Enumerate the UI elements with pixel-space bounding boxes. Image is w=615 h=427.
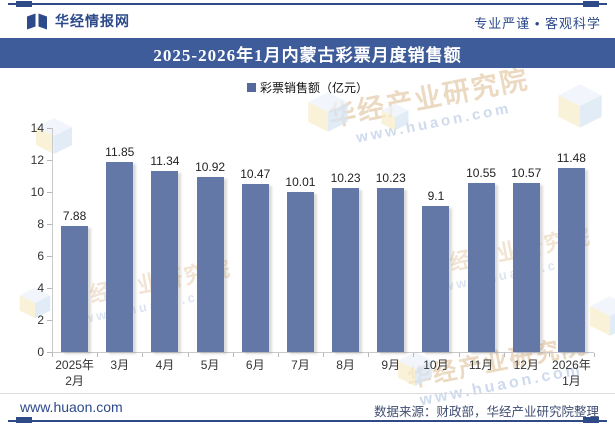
- y-axis-label: 10: [30, 185, 44, 199]
- x-axis-line: [52, 352, 594, 353]
- bar: [422, 206, 450, 352]
- y-axis-label: 4: [37, 281, 44, 295]
- bar-value-label: 10.92: [195, 160, 226, 175]
- bar-value-label: 10.47: [240, 167, 271, 182]
- x-axis-label: 4月: [155, 358, 175, 372]
- bar: [61, 225, 89, 352]
- x-axis-tick: [594, 353, 595, 357]
- bar: [377, 188, 405, 352]
- x-axis-label: 9月: [381, 358, 401, 372]
- x-axis-label: 2025年 2月: [55, 358, 94, 389]
- bar-value-label: 11.34: [150, 153, 180, 168]
- legend: 彩票销售额（亿元）: [0, 79, 615, 96]
- cube-watermark-icon: [381, 103, 409, 131]
- bar: [241, 184, 269, 352]
- x-axis-label: 7月: [291, 358, 310, 372]
- y-axis-tick: [47, 128, 52, 129]
- bar-value-label: 9.1: [427, 189, 445, 204]
- bar-value-label: 10.23: [330, 171, 361, 186]
- top-border-block-left: [16, 1, 32, 7]
- x-axis-label: 5月: [200, 358, 220, 372]
- x-axis-label: 11月: [468, 358, 494, 372]
- x-axis-label: 3月: [110, 358, 130, 372]
- x-axis-tick: [458, 353, 460, 357]
- y-axis-tick: [47, 320, 52, 321]
- top-border-block-right: [583, 1, 599, 7]
- x-axis-tick: [142, 353, 144, 357]
- bar: [106, 162, 134, 352]
- footer-site-link[interactable]: www.huaon.com: [20, 399, 123, 415]
- bar: [151, 170, 179, 352]
- bar-value-label: 10.01: [285, 174, 316, 189]
- y-axis-tick: [47, 160, 52, 161]
- footer-separator: [0, 393, 615, 394]
- x-axis-tick: [413, 353, 415, 357]
- y-axis-label: 14: [30, 121, 44, 135]
- y-axis-tick: [47, 256, 52, 257]
- bottom-border-line: [8, 420, 607, 422]
- x-axis-tick: [97, 353, 99, 357]
- x-axis-label: 8月: [336, 358, 355, 372]
- x-axis-tick: [368, 353, 370, 357]
- bar-value-label: 7.88: [62, 208, 87, 223]
- y-axis-label: 6: [37, 249, 44, 263]
- x-axis-tick: [503, 353, 505, 357]
- y-axis-tick: [47, 352, 52, 353]
- x-axis-tick: [52, 353, 53, 357]
- chart-title-bar: 2025-2026年1月内蒙古彩票月度销售额: [0, 38, 615, 68]
- y-axis-line: [52, 128, 53, 352]
- bar: [512, 182, 540, 352]
- y-axis-label: 0: [37, 345, 44, 359]
- bar: [557, 168, 585, 352]
- bar-value-label: 10.57: [511, 165, 542, 180]
- y-axis-tick: [47, 192, 52, 193]
- brand: 华经情报网: [26, 11, 130, 31]
- bar-value-label: 11.48: [556, 151, 586, 166]
- x-axis-label: 10月: [423, 358, 449, 372]
- cube-watermark-icon: [308, 92, 348, 132]
- y-axis-label: 2: [37, 313, 44, 327]
- footer-source: 数据来源：财政部，华经产业研究院整理: [373, 405, 599, 419]
- x-axis-tick: [232, 353, 234, 357]
- x-axis-tick: [548, 353, 550, 357]
- y-axis-label: 12: [30, 153, 44, 167]
- x-axis-label: 6月: [245, 358, 265, 372]
- x-axis-tick: [277, 353, 279, 357]
- cube-watermark-icon: [590, 296, 615, 336]
- y-axis-label: 8: [37, 217, 44, 231]
- y-axis-tick: [47, 288, 52, 289]
- x-axis-tick: [323, 353, 324, 357]
- y-axis-tick: [47, 224, 52, 225]
- brand-name: 华经情报网: [55, 13, 130, 29]
- bottom-border-block-right: [583, 417, 599, 423]
- bar-value-label: 11.85: [105, 145, 135, 160]
- x-axis-tick: [187, 353, 189, 357]
- bar: [286, 191, 314, 352]
- bottom-border-block-left: [16, 417, 32, 423]
- bar: [467, 183, 495, 352]
- huajing-logo-icon: [27, 13, 47, 29]
- bar-value-label: 10.23: [375, 171, 406, 186]
- chart-title: 2025-2026年1月内蒙古彩票月度销售额: [153, 45, 462, 65]
- x-axis-label: 2026年 1月: [552, 358, 591, 389]
- bar: [332, 188, 360, 352]
- bar: [196, 177, 224, 352]
- top-border-line: [8, 3, 607, 5]
- x-axis-label: 12月: [513, 358, 539, 372]
- header-tagline: 专业严谨 • 客观科学: [474, 16, 601, 31]
- legend-marker-icon: [246, 83, 256, 92]
- legend-label: 彩票销售额（亿元）: [259, 81, 368, 95]
- bar-value-label: 10.55: [466, 166, 497, 181]
